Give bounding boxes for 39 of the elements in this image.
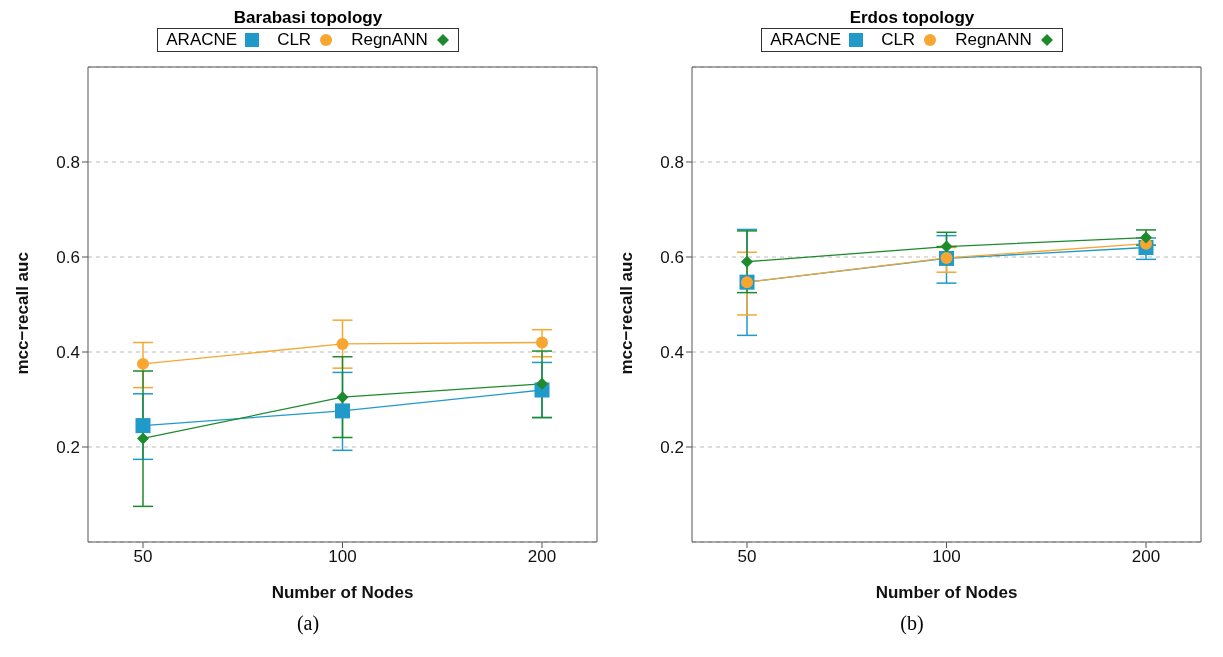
y-tick-label: 0.8 bbox=[56, 153, 80, 173]
point bbox=[536, 336, 548, 349]
point bbox=[336, 337, 349, 350]
point bbox=[741, 255, 753, 268]
legend-label: RegnANN bbox=[955, 30, 1033, 50]
y-tick-label: 0.6 bbox=[56, 248, 80, 268]
chart-title: Erdos topology bbox=[848, 8, 976, 28]
x-tick-label: 200 bbox=[527, 547, 557, 567]
x-axis-title: Number of Nodes bbox=[875, 583, 1018, 602]
x-tick-label: 100 bbox=[328, 547, 357, 567]
y-axis-title: mcc−recall auc bbox=[13, 252, 33, 375]
point bbox=[335, 403, 350, 419]
x-tick-label: 200 bbox=[1131, 547, 1161, 567]
x-tick-label: 50 bbox=[737, 547, 757, 567]
text: (b) bbox=[899, 612, 925, 635]
point bbox=[336, 391, 349, 404]
point bbox=[940, 240, 953, 253]
chart-title: Barabasi topology bbox=[232, 8, 384, 28]
x-tick-label: 50 bbox=[133, 547, 153, 567]
y-tick-label: 0.6 bbox=[660, 248, 684, 268]
y-tick-label: 0.4 bbox=[660, 343, 684, 363]
x-axis-title: Number of Nodes bbox=[271, 583, 414, 602]
y-tick-label: 0.2 bbox=[56, 438, 80, 458]
legend-label: RegnANN bbox=[351, 30, 429, 50]
point bbox=[1140, 231, 1152, 244]
point bbox=[137, 432, 149, 445]
point bbox=[137, 357, 149, 370]
text: (a) bbox=[295, 612, 321, 635]
y-tick-label: 0.8 bbox=[660, 153, 684, 173]
y-axis-title: mcc−recall auc bbox=[617, 252, 637, 375]
point bbox=[536, 377, 548, 390]
legend-label: ARACNE bbox=[166, 30, 239, 50]
x-tick-label: 100 bbox=[932, 547, 961, 567]
legend-label: ARACNE bbox=[770, 30, 843, 50]
point bbox=[135, 418, 151, 434]
legend-label: CLR bbox=[277, 30, 313, 50]
legend-label: CLR bbox=[881, 30, 917, 50]
y-tick-label: 0.4 bbox=[56, 343, 80, 363]
y-tick-label: 0.2 bbox=[660, 438, 684, 458]
